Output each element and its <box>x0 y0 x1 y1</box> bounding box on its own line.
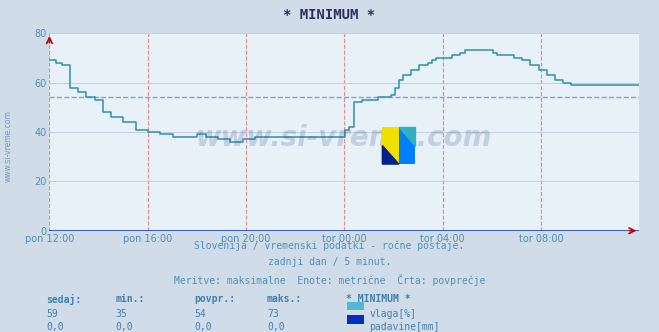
Text: www.si-vreme.com: www.si-vreme.com <box>196 124 492 152</box>
Text: 73: 73 <box>267 309 279 319</box>
Text: vlaga[%]: vlaga[%] <box>369 309 416 319</box>
Text: sedaj:: sedaj: <box>46 294 81 305</box>
Text: 35: 35 <box>115 309 127 319</box>
Text: Meritve: maksimalne  Enote: metrične  Črta: povprečje: Meritve: maksimalne Enote: metrične Črta… <box>174 274 485 286</box>
Text: min.:: min.: <box>115 294 145 304</box>
Text: maks.:: maks.: <box>267 294 302 304</box>
Text: 59: 59 <box>46 309 58 319</box>
Text: padavine[mm]: padavine[mm] <box>369 322 440 332</box>
Bar <box>399 127 415 164</box>
Text: 0,0: 0,0 <box>267 322 285 332</box>
Text: * MINIMUM *: * MINIMUM * <box>283 8 376 22</box>
Text: * MINIMUM *: * MINIMUM * <box>346 294 411 304</box>
Text: 0,0: 0,0 <box>46 322 64 332</box>
Polygon shape <box>399 127 415 145</box>
Polygon shape <box>382 145 399 164</box>
Text: 0,0: 0,0 <box>115 322 133 332</box>
Text: 54: 54 <box>194 309 206 319</box>
Text: zadnji dan / 5 minut.: zadnji dan / 5 minut. <box>268 257 391 267</box>
Text: 0,0: 0,0 <box>194 322 212 332</box>
Text: www.si-vreme.com: www.si-vreme.com <box>3 110 13 182</box>
Text: povpr.:: povpr.: <box>194 294 235 304</box>
Text: Slovenija / vremenski podatki - ročne postaje.: Slovenija / vremenski podatki - ročne po… <box>194 241 465 251</box>
Bar <box>382 127 399 164</box>
